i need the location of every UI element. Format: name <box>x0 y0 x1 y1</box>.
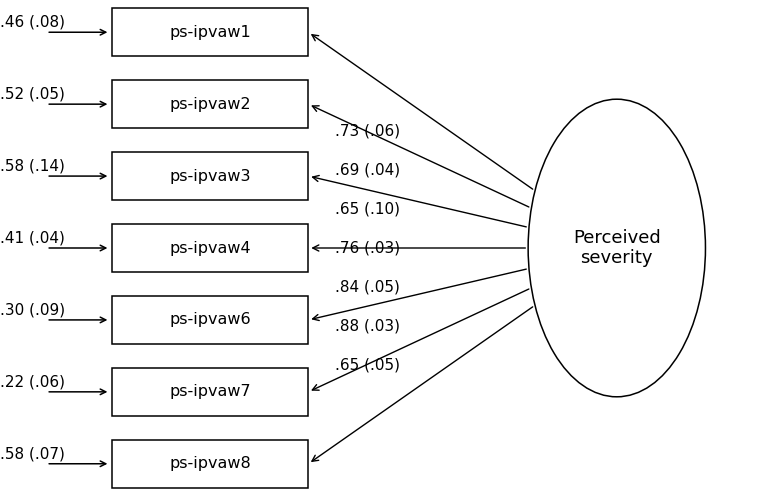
Text: ps-ipvaw1: ps-ipvaw1 <box>169 25 251 40</box>
FancyBboxPatch shape <box>112 80 308 128</box>
FancyBboxPatch shape <box>112 152 308 200</box>
FancyBboxPatch shape <box>112 440 308 488</box>
Text: .76 (.03): .76 (.03) <box>335 241 400 255</box>
Text: .58 (.14): .58 (.14) <box>0 159 65 174</box>
Text: .22 (.06): .22 (.06) <box>0 374 65 389</box>
Text: .46 (.08): .46 (.08) <box>0 15 65 30</box>
Text: ps-ipvaw8: ps-ipvaw8 <box>169 456 251 471</box>
FancyBboxPatch shape <box>112 368 308 416</box>
Text: ps-ipvaw2: ps-ipvaw2 <box>170 97 251 112</box>
Text: ps-ipvaw4: ps-ipvaw4 <box>170 241 251 255</box>
Text: .41 (.04): .41 (.04) <box>0 231 65 246</box>
Text: ps-ipvaw3: ps-ipvaw3 <box>170 169 251 184</box>
Text: .65 (.10): .65 (.10) <box>335 202 400 217</box>
Text: ps-ipvaw7: ps-ipvaw7 <box>170 384 251 399</box>
Text: .30 (.09): .30 (.09) <box>0 303 65 317</box>
Text: .84 (.05): .84 (.05) <box>335 279 400 294</box>
FancyBboxPatch shape <box>112 224 308 272</box>
Text: ps-ipvaw6: ps-ipvaw6 <box>170 312 251 327</box>
Text: Perceived
severity: Perceived severity <box>573 229 661 267</box>
Text: .88 (.03): .88 (.03) <box>335 318 400 333</box>
Text: .65 (.05): .65 (.05) <box>335 357 400 372</box>
Text: .69 (.04): .69 (.04) <box>335 163 400 178</box>
Text: .58 (.07): .58 (.07) <box>0 446 65 461</box>
FancyBboxPatch shape <box>112 8 308 56</box>
Text: .73 (.06): .73 (.06) <box>335 124 400 139</box>
Ellipse shape <box>528 99 705 397</box>
FancyBboxPatch shape <box>112 296 308 344</box>
Text: .52 (.05): .52 (.05) <box>0 87 65 102</box>
